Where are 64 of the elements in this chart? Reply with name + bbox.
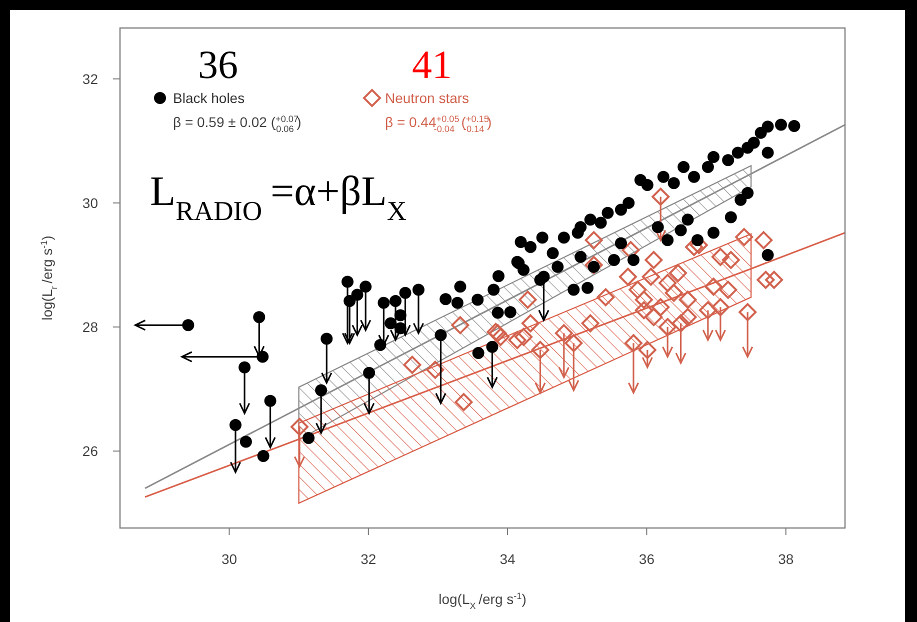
point <box>735 228 754 246</box>
point <box>678 290 697 309</box>
annotation: β = 0.44$^{+0.05}$$_{-0.04}$ ($^{+0.15}$$_{-0.14}$) <box>385 114 492 134</box>
annotation: 41 <box>412 42 452 87</box>
point <box>581 314 600 332</box>
x-tick-label: 36 <box>638 551 655 567</box>
x-axis-title: log(L$_{X}$/erg s$^{-1}$) <box>438 591 526 611</box>
point <box>698 301 717 320</box>
point <box>652 298 670 316</box>
point <box>644 251 663 270</box>
point <box>618 268 637 286</box>
point <box>704 278 722 296</box>
point <box>531 340 550 359</box>
x-tick-label: 38 <box>778 551 794 567</box>
x-tick-label: 34 <box>500 551 516 567</box>
point <box>492 328 510 346</box>
point <box>514 328 533 346</box>
point <box>672 314 690 332</box>
point <box>518 290 537 309</box>
y-tick-label: 26 <box>82 443 98 460</box>
point <box>738 303 757 322</box>
point <box>754 231 773 250</box>
point <box>711 298 730 316</box>
point <box>584 256 603 274</box>
x-tick-label: 30 <box>221 551 238 567</box>
point <box>638 340 656 359</box>
point <box>642 268 660 286</box>
point <box>634 290 653 309</box>
point <box>564 334 583 352</box>
point <box>711 248 730 266</box>
point <box>722 251 740 270</box>
point <box>403 356 422 374</box>
point <box>451 316 470 334</box>
point <box>596 288 615 306</box>
point <box>290 418 309 436</box>
point <box>644 308 663 326</box>
x-tick-label: 32 <box>360 551 376 567</box>
point <box>719 280 738 299</box>
point <box>584 231 603 250</box>
point <box>522 314 540 332</box>
y-tick-label: 28 <box>82 319 98 336</box>
point <box>765 270 784 289</box>
annotation: 36 <box>198 42 238 87</box>
legend-label: Black holes <box>173 90 245 106</box>
legend-label: Neutron stars <box>385 90 470 106</box>
point <box>622 241 640 260</box>
point <box>664 284 683 302</box>
point <box>454 393 473 412</box>
point <box>426 360 444 379</box>
annotation: L$_{RADIO}$=α+βL$_{X}$ <box>150 169 407 226</box>
point <box>628 280 647 299</box>
y-tick-label: 32 <box>82 70 98 87</box>
point <box>652 188 670 206</box>
y-tick-label: 30 <box>82 194 98 211</box>
annotation: β = 0.59 ± 0.02 ($^{+0.07}$$_{-0.06}$) <box>173 114 302 134</box>
point <box>756 270 775 289</box>
point <box>624 334 642 352</box>
point <box>508 331 526 350</box>
point <box>554 324 573 342</box>
point <box>634 301 653 320</box>
point <box>678 308 697 326</box>
point <box>658 318 677 336</box>
point <box>669 264 688 282</box>
point <box>658 274 677 292</box>
